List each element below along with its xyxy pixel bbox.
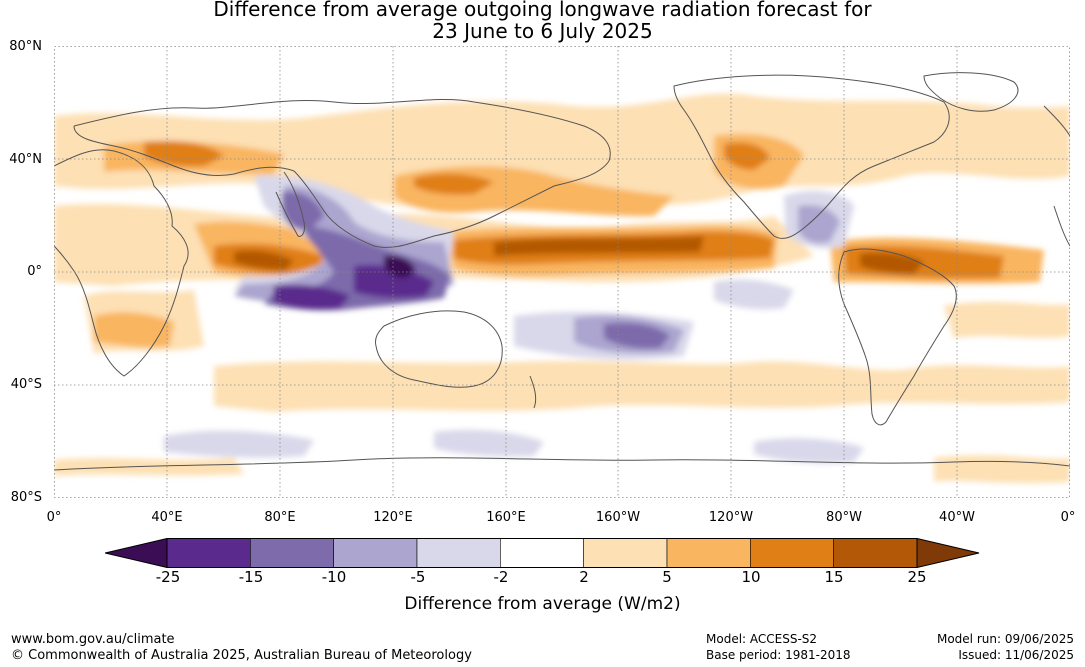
colorbar-tick-label: -25 bbox=[155, 568, 181, 586]
lon-label-0: 0° bbox=[46, 510, 62, 525]
olr-anomaly-map bbox=[54, 46, 1070, 498]
colorbar-tick-label: 5 bbox=[662, 568, 672, 586]
colorbar-label: Difference from average (W/m2) bbox=[404, 594, 681, 614]
lon-label-160e: 160°E bbox=[486, 510, 526, 525]
model-name: Model: ACCESS-S2 bbox=[706, 632, 818, 646]
anomaly-zone-south-atlantic bbox=[944, 301, 1070, 338]
lat-label-40s: 40°S bbox=[10, 377, 42, 392]
anomaly-zone-southern-ocean bbox=[94, 312, 174, 348]
lon-label-120w: 120°W bbox=[708, 510, 754, 525]
lat-label-equator: 0° bbox=[27, 264, 42, 279]
anomaly-zone-east-pacific bbox=[714, 279, 794, 310]
anomaly-zone-southern-ocean-purple bbox=[164, 429, 864, 464]
colorbar-cell bbox=[666, 538, 751, 568]
colorbar-tick-label: -2 bbox=[493, 568, 509, 586]
anomaly-zone-bay-of-bengal bbox=[282, 191, 324, 231]
anomaly-core-borneo bbox=[384, 255, 416, 278]
lon-label-80w: 80°W bbox=[826, 510, 862, 525]
colorbar-cell bbox=[416, 538, 501, 568]
colorbar-extension-low bbox=[105, 538, 168, 568]
colorbar bbox=[105, 538, 980, 568]
colorbar-frame bbox=[166, 538, 918, 568]
lat-label-40n: 40°N bbox=[9, 152, 42, 167]
colorbar-tick-label: -15 bbox=[238, 568, 264, 586]
colorbar-cell bbox=[250, 538, 334, 568]
colorbar-cell bbox=[583, 538, 668, 568]
colorbar-tick-label: 10 bbox=[741, 568, 761, 586]
colorbar-cell bbox=[333, 538, 418, 568]
colorbar-tick-label: 15 bbox=[824, 568, 844, 586]
colorbar-cell bbox=[500, 538, 584, 568]
anomaly-zone-far-south bbox=[54, 455, 1070, 484]
lon-label-0-end: 0° bbox=[1060, 510, 1076, 525]
colorbar-tick-label: 25 bbox=[907, 568, 927, 586]
model-run-date: Model run: 09/06/2025 bbox=[936, 632, 1074, 646]
colorbar-extension-high bbox=[916, 538, 980, 568]
map-title-line-2: 23 June to 6 July 2025 bbox=[432, 19, 653, 43]
lat-label-80s: 80°S bbox=[10, 490, 42, 505]
lon-label-40w: 40°W bbox=[939, 510, 975, 525]
anomaly-core-pacific bbox=[494, 236, 704, 256]
anomaly-zone-arabia bbox=[144, 140, 224, 167]
graticule bbox=[54, 46, 1070, 498]
colorbar-tick-label: 2 bbox=[579, 568, 589, 586]
colorbar-cells bbox=[105, 538, 980, 568]
colorbar-tick-label: -10 bbox=[321, 568, 347, 586]
website-link[interactable]: www.bom.gov.au/climate bbox=[11, 632, 175, 647]
base-period: Base period: 1981-2018 bbox=[706, 648, 851, 662]
anomaly-core-java-sea bbox=[354, 264, 434, 299]
lon-label-160w: 160°W bbox=[595, 510, 641, 525]
map-title-line-1: Difference from average outgoing longwav… bbox=[213, 0, 872, 21]
anomaly-zone-north-america-core bbox=[724, 142, 770, 170]
anomaly-core-arabian-sea bbox=[234, 250, 294, 270]
anomaly-zone-n-pacific-core bbox=[414, 173, 494, 195]
issued-date: Issued: 11/06/2025 bbox=[958, 648, 1074, 662]
lat-label-80n: 80°N bbox=[9, 39, 42, 54]
colorbar-tick-label: -5 bbox=[410, 568, 426, 586]
colorbar-cell bbox=[750, 538, 834, 568]
copyright-text: © Commonwealth of Australia 2025, Austra… bbox=[11, 648, 472, 663]
lon-label-40e: 40°E bbox=[151, 510, 183, 525]
anomaly-zone-south-pacific-deep bbox=[604, 322, 670, 349]
colorbar-cell bbox=[833, 538, 918, 568]
anomaly-zone-s-hemisphere-band bbox=[214, 361, 1070, 412]
anomaly-core-indian-ocean bbox=[274, 284, 350, 310]
anomaly-zone-central-america-core bbox=[798, 204, 840, 244]
lon-label-120e: 120°E bbox=[373, 510, 413, 525]
colorbar-cell bbox=[166, 538, 251, 568]
coastlines bbox=[54, 72, 1070, 471]
lon-label-80e: 80°E bbox=[264, 510, 296, 525]
